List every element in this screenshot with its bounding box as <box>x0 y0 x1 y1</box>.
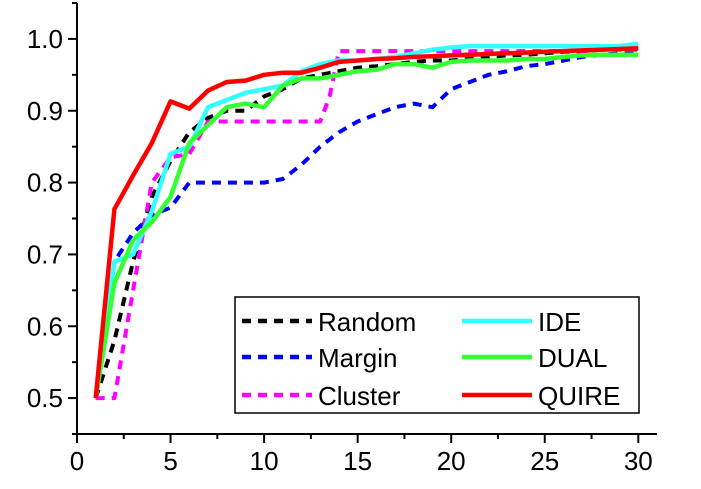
x-tick-label: 0 <box>70 446 84 476</box>
legend-label-margin: Margin <box>318 343 397 373</box>
axis-ticks <box>68 2 640 443</box>
x-tick-label: 15 <box>343 446 372 476</box>
y-tick-label: 0.6 <box>27 311 63 341</box>
legend-box <box>234 296 640 414</box>
legend-label-cluster: Cluster <box>318 381 401 411</box>
series-line-margin <box>93 51 639 399</box>
series-lines <box>93 41 639 401</box>
series-line-cluster <box>95 47 639 401</box>
legend-label-random: Random <box>318 307 416 337</box>
y-tick-label: 0.8 <box>27 168 63 198</box>
x-tick-label: 30 <box>624 446 653 476</box>
x-tick-label: 10 <box>250 446 279 476</box>
y-tick-label: 1.0 <box>27 24 63 54</box>
x-tick-label: 5 <box>163 446 177 476</box>
y-tick-label: 0.7 <box>27 239 63 269</box>
axis-tick-labels: 0 5 10 15 20 25 30 0.5 0.6 0.7 0.8 0.9 1.0 <box>27 24 653 476</box>
legend-label-quire: QUIRE <box>538 381 620 411</box>
legend: Random Margin Cluster IDE DUAL QUIRE <box>234 296 640 414</box>
y-tick-label: 0.5 <box>27 383 63 413</box>
x-tick-label: 25 <box>530 446 559 476</box>
legend-label-dual: DUAL <box>538 343 607 373</box>
legend-label-ide: IDE <box>538 307 581 337</box>
x-tick-label: 20 <box>437 446 466 476</box>
y-tick-label: 0.9 <box>27 96 63 126</box>
series-line-quire <box>93 46 639 399</box>
series-line-dual <box>93 52 639 399</box>
